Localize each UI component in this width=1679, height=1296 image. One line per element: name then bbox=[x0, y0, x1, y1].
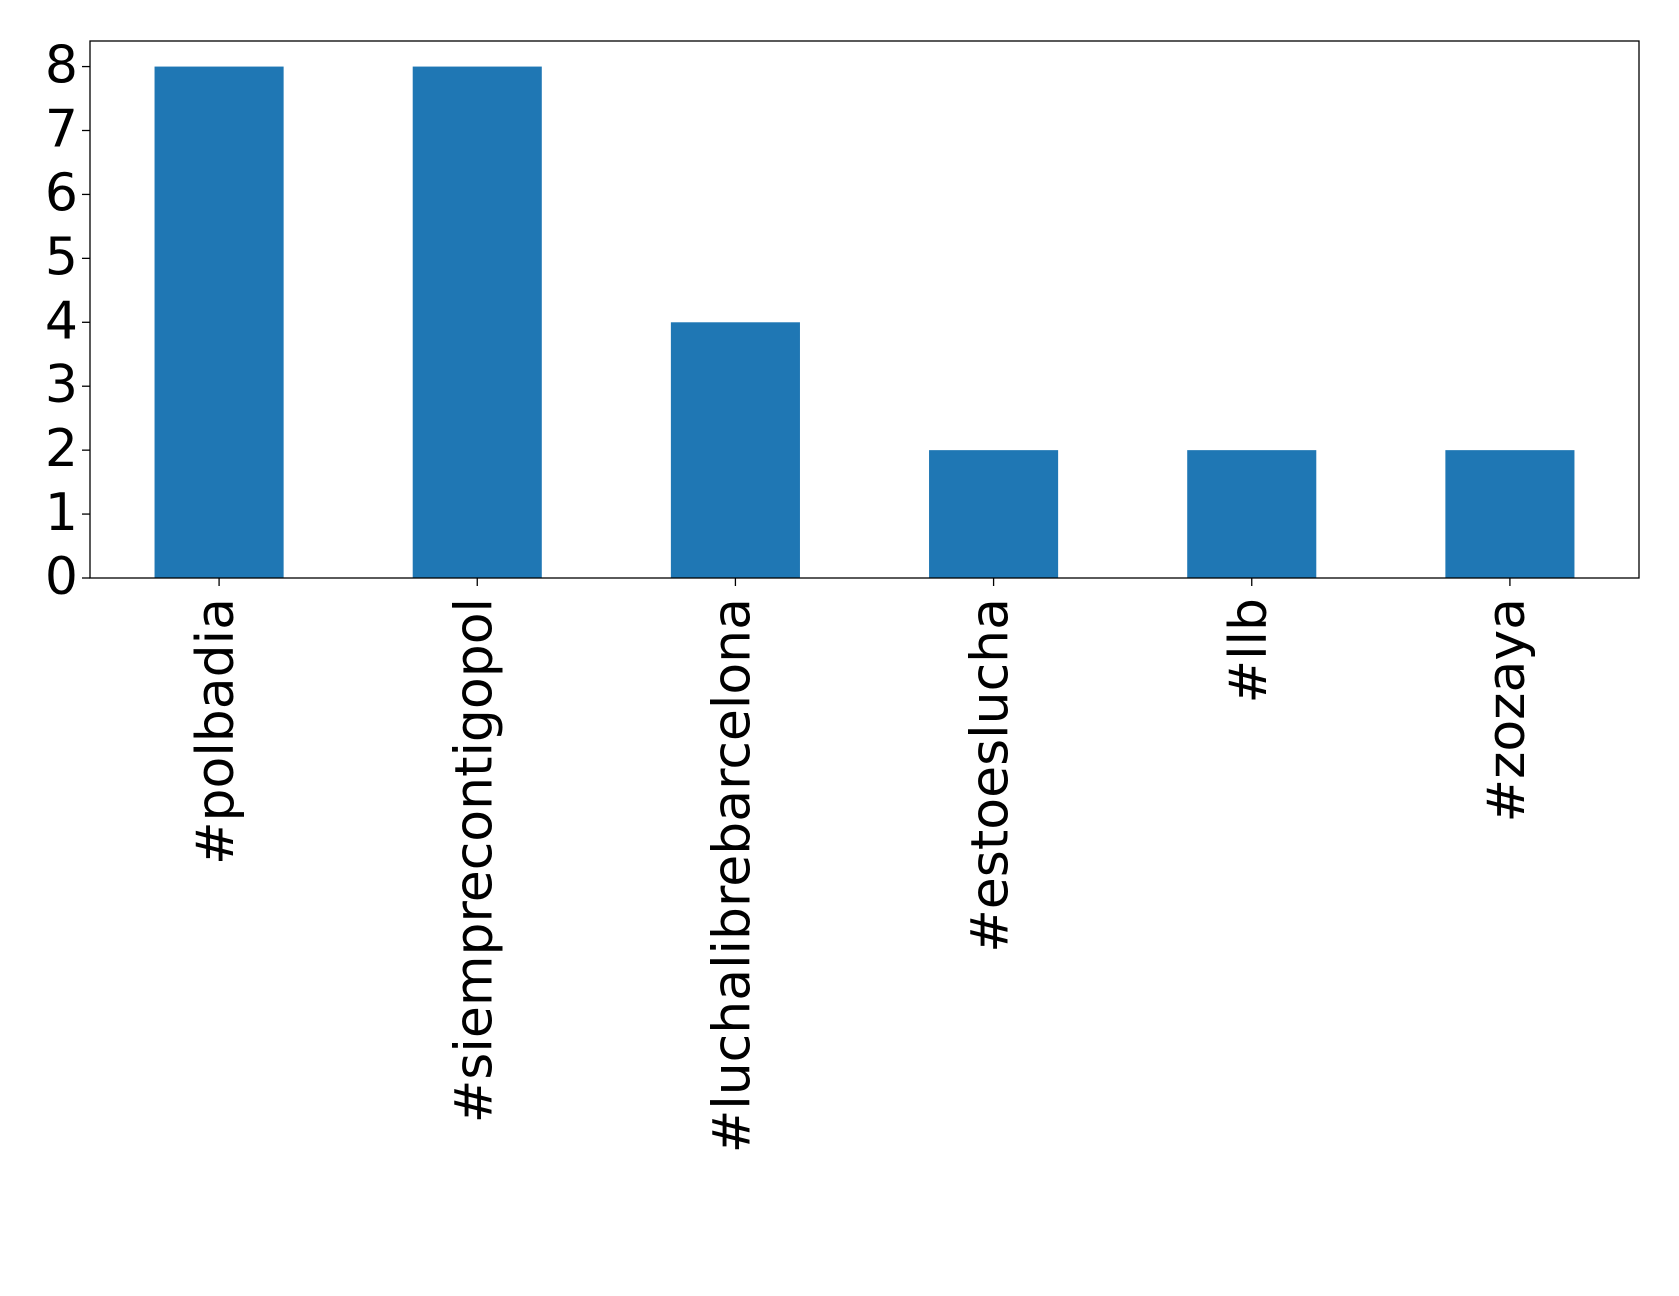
y-tick-label: 2 bbox=[45, 419, 78, 479]
bar bbox=[1187, 450, 1317, 578]
y-tick-label: 6 bbox=[45, 163, 78, 223]
x-tick-label: #polbadia bbox=[186, 598, 246, 865]
plot-frame bbox=[89, 40, 1640, 579]
bar bbox=[1445, 450, 1575, 578]
y-tick-label: 4 bbox=[45, 291, 78, 351]
x-tick-label: #llb bbox=[1219, 598, 1279, 703]
x-tick-label: #siemprecontigopol bbox=[444, 598, 504, 1123]
bar bbox=[154, 66, 284, 579]
y-tick-label: 7 bbox=[45, 100, 78, 160]
x-tick-label: #zozaya bbox=[1477, 598, 1537, 822]
bar bbox=[929, 450, 1059, 578]
bar bbox=[412, 66, 542, 579]
y-tick-label: 3 bbox=[45, 355, 78, 415]
y-tick-label: 1 bbox=[45, 483, 78, 543]
x-tick-label: #estoeslucha bbox=[961, 598, 1021, 953]
x-tick-label: #luchalibrebarcelona bbox=[702, 598, 762, 1153]
y-tick-label: 0 bbox=[45, 547, 78, 607]
y-tick-label: 8 bbox=[45, 36, 78, 96]
bar bbox=[670, 322, 800, 578]
y-tick-label: 5 bbox=[45, 227, 78, 287]
